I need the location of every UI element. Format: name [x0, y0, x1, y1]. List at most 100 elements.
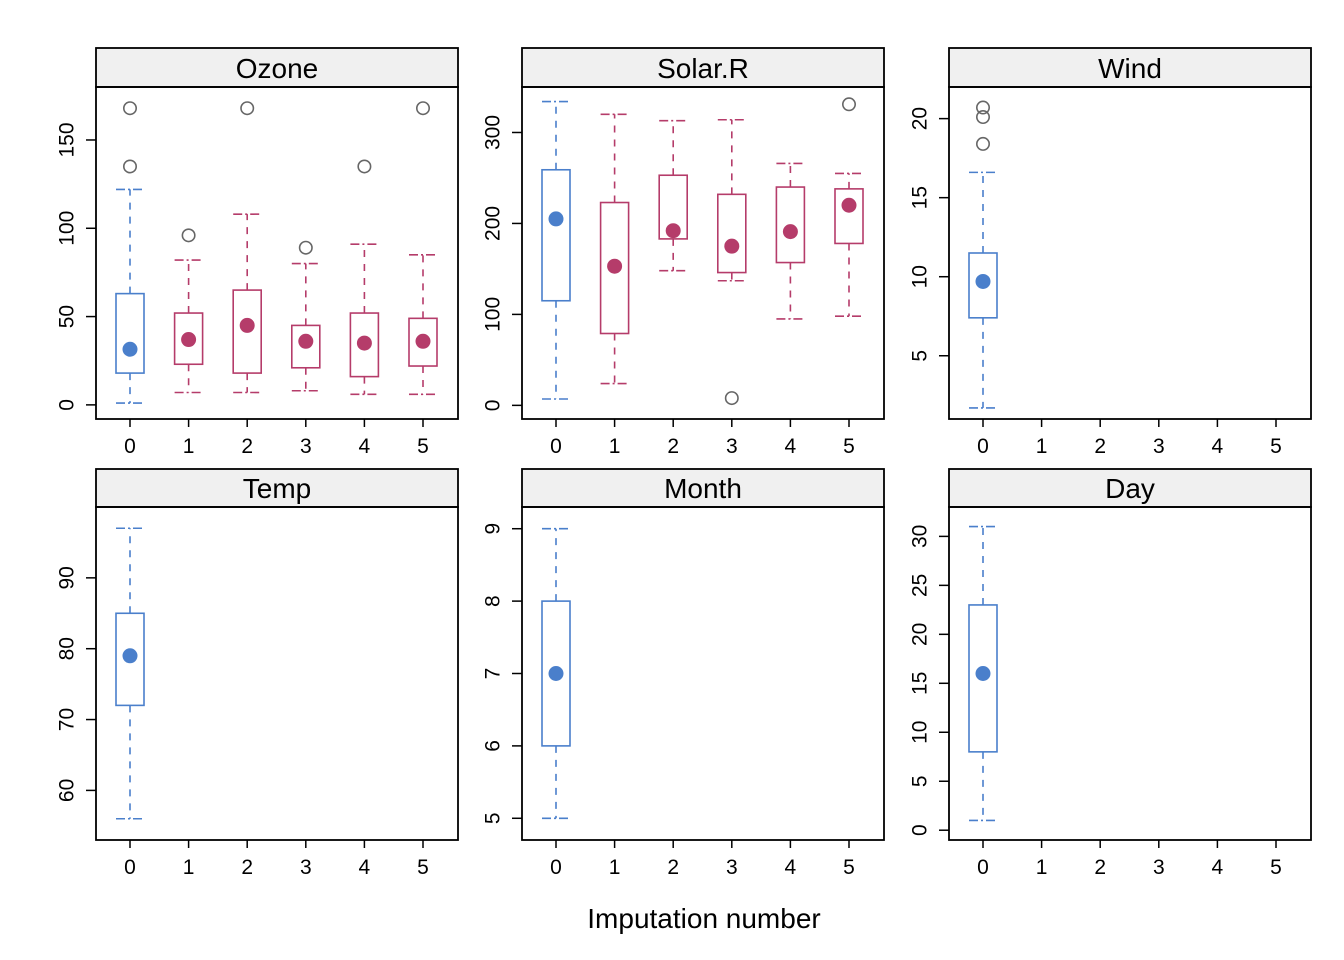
median-dot	[548, 666, 564, 681]
outlier-point	[123, 159, 138, 174]
x-tick-label: 4	[1212, 435, 1224, 458]
y-tick-label: 10	[908, 265, 931, 288]
median-dot	[607, 258, 623, 274]
panel-frame	[521, 86, 885, 420]
panel-wind: Wind 5 10 15 20 0 1 2 3 4 5	[908, 47, 1312, 458]
x-tick-label: 3	[1153, 435, 1165, 458]
x-tick-label: 4	[1212, 856, 1224, 879]
box-body	[349, 312, 380, 378]
outlier-point	[975, 110, 990, 125]
strip-title: Temp	[243, 473, 311, 504]
x-tick-label: 2	[1094, 435, 1106, 458]
median-dot	[122, 341, 138, 357]
x-tick-label: 3	[300, 435, 312, 458]
box-5	[408, 101, 438, 396]
outlier-point	[298, 240, 313, 255]
panel-frame	[948, 86, 1312, 420]
box-body	[968, 252, 998, 319]
x-tick-label: 1	[183, 856, 195, 879]
strip-day	[948, 468, 1312, 508]
box-0	[968, 100, 998, 409]
box-body	[541, 600, 571, 747]
box-1	[599, 113, 630, 385]
box-5	[834, 97, 864, 318]
y-tick-label: 300	[481, 115, 504, 150]
box-3	[716, 118, 747, 406]
box-body	[408, 317, 438, 367]
x-tick-label: 1	[609, 435, 621, 458]
y-tick-label: 25	[908, 574, 931, 597]
median-dot	[181, 332, 197, 348]
x-tick-label: 1	[609, 856, 621, 879]
median-dot	[356, 335, 372, 351]
box-body	[834, 188, 864, 245]
x-tick-label: 0	[550, 435, 562, 458]
x-tick-label: 5	[1270, 856, 1282, 879]
panel-frame	[95, 506, 459, 841]
y-tick-label: 60	[55, 779, 78, 802]
panel-frame	[521, 506, 885, 841]
x-tick-label: 3	[726, 435, 738, 458]
x-tick-label: 5	[1270, 435, 1282, 458]
outlier-point	[240, 101, 255, 116]
box-0	[115, 101, 145, 404]
median-dot	[548, 211, 564, 227]
y-tick-label: 90	[55, 566, 78, 589]
box-body	[968, 604, 998, 753]
median-dot	[975, 666, 991, 681]
box-body	[599, 201, 630, 335]
strip-solar-r	[521, 47, 885, 88]
y-tick-label: 5	[481, 812, 504, 824]
panel-frame	[95, 86, 459, 420]
median-dot	[239, 317, 255, 333]
strip-ozone	[95, 47, 459, 88]
outlier-point	[357, 159, 372, 174]
x-tick-label: 5	[417, 435, 429, 458]
x-tick-label: 0	[977, 435, 989, 458]
box-body	[716, 193, 747, 274]
box-3	[290, 240, 321, 392]
x-tick-label: 2	[667, 435, 679, 458]
strip-month	[521, 468, 885, 508]
box-body	[541, 168, 571, 302]
x-tick-label: 2	[667, 856, 679, 879]
outlier-point	[975, 136, 990, 151]
x-axis-label: Imputation number	[587, 903, 820, 934]
x-tick-label: 0	[550, 856, 562, 879]
x-tick-label: 5	[843, 435, 855, 458]
x-tick-label: 3	[726, 856, 738, 879]
y-tick-label: 5	[908, 350, 931, 362]
x-tick-label: 1	[1036, 435, 1048, 458]
y-tick-label: 0	[908, 824, 931, 836]
strip-title: Month	[664, 473, 742, 504]
box-body	[775, 186, 806, 264]
strip-title: Solar.R	[657, 53, 749, 84]
y-tick-label: 9	[481, 523, 504, 535]
x-tick-label: 3	[1153, 856, 1165, 879]
strip-title: Day	[1105, 473, 1155, 504]
median-dot	[122, 648, 138, 664]
box-2	[658, 119, 689, 272]
x-tick-label: 5	[843, 856, 855, 879]
median-dot	[724, 238, 740, 254]
median-dot	[415, 333, 431, 349]
y-tick-label: 100	[481, 297, 504, 332]
strip-temp	[95, 468, 459, 508]
strip-title: Wind	[1098, 53, 1162, 84]
median-dot	[975, 273, 991, 289]
box-4	[775, 162, 806, 320]
strip-title: Ozone	[236, 53, 319, 84]
outlier-point	[724, 391, 739, 406]
x-tick-label: 1	[1036, 856, 1048, 879]
box-0	[541, 100, 571, 400]
box-body	[173, 312, 204, 366]
box-body	[658, 174, 689, 240]
x-tick-label: 4	[785, 856, 797, 879]
y-tick-label: 20	[908, 623, 931, 646]
box-0	[968, 525, 998, 822]
y-tick-label: 10	[908, 721, 931, 744]
panel-temp: Temp 60 70 80 90 0 1 2 3 4 5	[55, 468, 459, 879]
x-tick-label: 1	[183, 435, 195, 458]
x-tick-label: 0	[124, 856, 136, 879]
